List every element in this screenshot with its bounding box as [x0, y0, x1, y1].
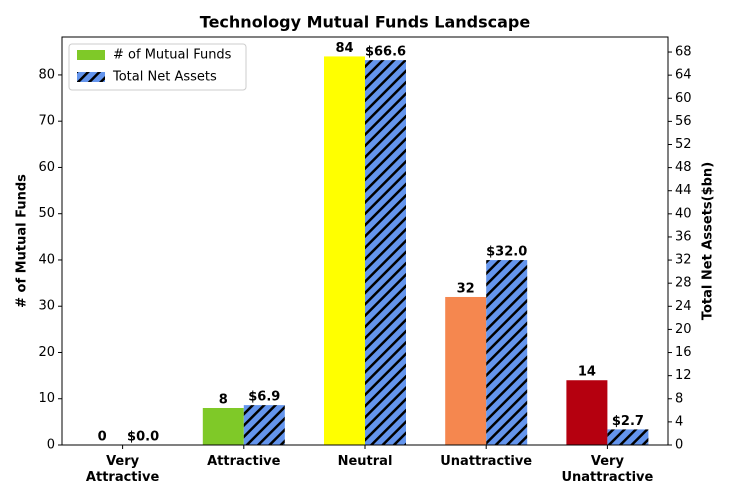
x-tick-label: Very Unattractive — [561, 454, 653, 485]
legend-swatch — [77, 72, 105, 82]
value-label: $66.6 — [365, 45, 406, 60]
y2-tick-label: 28 — [675, 276, 692, 291]
bar — [566, 380, 608, 445]
bar — [202, 407, 244, 445]
y2-tick-label: 52 — [675, 137, 692, 152]
y2-tick-label: 20 — [675, 322, 692, 337]
y-tick-label: 10 — [38, 391, 55, 406]
y2-axis-label: Total Net Assets($bn) — [701, 162, 716, 320]
bar — [486, 260, 528, 445]
x-tick-label: Neutral — [338, 454, 393, 469]
value-label: $0.0 — [127, 430, 159, 445]
value-label: 14 — [578, 365, 596, 380]
legend-box — [68, 43, 247, 91]
y-axis-label: # of Mutual Funds — [15, 174, 30, 308]
y2-tick-label: 48 — [675, 160, 692, 175]
bar — [445, 296, 487, 445]
y-tick-label: 30 — [38, 299, 55, 314]
y2-tick-label: 68 — [675, 45, 692, 60]
y2-tick-label: 64 — [675, 68, 692, 83]
value-label: 32 — [457, 281, 475, 296]
legend-swatch — [77, 50, 105, 60]
y-tick-label: 60 — [38, 160, 55, 175]
legend-label: Total Net Assets — [112, 70, 217, 85]
y2-tick-label: 12 — [675, 368, 692, 383]
bar — [607, 429, 649, 445]
value-label: $2.7 — [612, 414, 644, 429]
chart-title: Technology Mutual Funds Landscape — [200, 13, 531, 32]
x-tick-label: Attractive — [207, 454, 281, 469]
y2-tick-label: 36 — [675, 229, 692, 244]
y-tick-label: 70 — [38, 114, 55, 129]
y-tick-label: 40 — [38, 252, 55, 267]
x-tick-label: Unattractive — [440, 454, 532, 469]
y-tick-label: 0 — [47, 438, 55, 453]
legend-label: # of Mutual Funds — [113, 48, 232, 63]
x-tick-label: Very Attractive — [86, 454, 160, 485]
y2-tick-label: 32 — [675, 253, 692, 268]
y2-tick-label: 60 — [675, 91, 692, 106]
bar — [324, 56, 365, 446]
y2-tick-label: 56 — [675, 114, 692, 129]
y2-tick-label: 24 — [675, 299, 692, 314]
y2-tick-label: 8 — [675, 391, 683, 406]
y-tick-label: 50 — [38, 206, 55, 221]
value-label: 84 — [335, 41, 353, 56]
y-tick-label: 80 — [38, 67, 55, 82]
y2-tick-label: 44 — [675, 183, 692, 198]
value-label: 8 — [219, 392, 228, 407]
plot-frame — [61, 36, 669, 446]
y-tick-label: 20 — [38, 345, 55, 360]
y2-tick-label: 4 — [675, 414, 683, 429]
bar — [243, 405, 285, 445]
value-label: 0 — [98, 430, 107, 445]
value-label: $32.0 — [486, 245, 527, 260]
y2-tick-label: 40 — [675, 206, 692, 221]
value-label: $6.9 — [248, 390, 280, 405]
bar — [365, 60, 406, 445]
y2-tick-label: 16 — [675, 345, 692, 360]
y2-tick-label: 0 — [675, 438, 683, 453]
